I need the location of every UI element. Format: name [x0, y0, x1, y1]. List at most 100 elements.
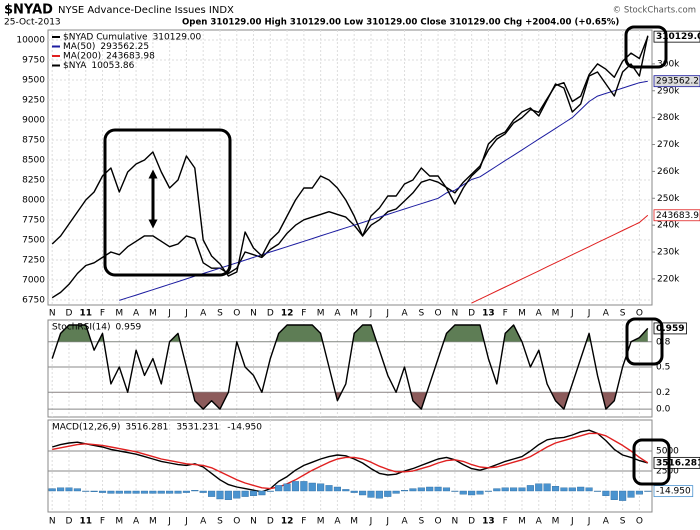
- x-tick-label: A: [603, 309, 610, 319]
- x-tick-label: F: [100, 517, 105, 527]
- end-label: 243683.9: [656, 211, 699, 221]
- legend-value: 243683.98: [106, 52, 155, 62]
- end-label: 3516.281: [656, 458, 700, 468]
- x-tick-label: F: [100, 309, 105, 319]
- y2-tick-label: 240k: [657, 221, 680, 231]
- histogram-bar: [216, 490, 224, 500]
- x-tick-label: D: [66, 309, 73, 319]
- series-line: [119, 80, 648, 301]
- end-label-box: [653, 30, 700, 43]
- x-tick-label: 13: [482, 309, 495, 319]
- histogram-bar: [350, 490, 358, 493]
- plot: N D 11 F M A M J J A S O N D 12 F M A M J J A S O N D 13 F M A M J J A S ON…: [16, 29, 700, 527]
- y-tick-label: 0.5: [656, 363, 670, 373]
- x-tick-label: J: [587, 517, 591, 527]
- histogram-bar: [602, 490, 610, 497]
- x-tick-label: A: [133, 517, 140, 527]
- end-label: 0.959: [656, 324, 684, 334]
- histogram-bar: [65, 487, 73, 492]
- histogram-bar: [644, 490, 652, 492]
- legend-value: 310129.00: [153, 33, 202, 43]
- quote: Open 310129.00 High 310129.00 Low 310129…: [182, 18, 619, 28]
- histogram-bar: [451, 490, 459, 492]
- x-tick-label: M: [350, 517, 358, 527]
- y-tick-label: 9750: [22, 56, 45, 66]
- histogram-bar: [459, 490, 467, 495]
- histogram-bar: [476, 490, 484, 495]
- x-tick-label: J: [369, 309, 373, 319]
- end-label-box: [653, 456, 700, 469]
- x-tick-label: M: [518, 517, 526, 527]
- x-tick-label: N: [250, 517, 257, 527]
- histogram-bar: [73, 488, 81, 492]
- histogram-bar: [359, 490, 367, 496]
- histogram-bar: [191, 490, 199, 492]
- histogram-bar: [417, 487, 425, 492]
- x-tick-label: J: [369, 517, 373, 527]
- histogram-bar: [48, 488, 56, 492]
- y-tick-label: 7000: [22, 276, 45, 286]
- histogram-bar: [98, 490, 107, 493]
- histogram-bar: [384, 490, 392, 497]
- x-tick-label: O: [435, 309, 442, 319]
- x-tick-label: S: [217, 517, 223, 527]
- histogram-bar: [57, 487, 65, 492]
- x-tick-label: F: [503, 309, 508, 319]
- x-tick-label: A: [603, 517, 610, 527]
- histogram-bar: [551, 486, 560, 492]
- y2-tick-label: 220k: [657, 274, 680, 284]
- series-line: [471, 214, 649, 304]
- y2-tick-label: 300k: [657, 59, 680, 69]
- x-tick-label: S: [418, 517, 424, 527]
- y2-tick-label: 230k: [657, 248, 680, 258]
- histogram-bar: [392, 490, 400, 494]
- y2-tick-label: 280k: [657, 113, 680, 123]
- histogram-bar: [333, 486, 341, 492]
- annotation-box: [632, 438, 671, 486]
- histogram-bar: [174, 490, 182, 494]
- x-tick-label: N: [49, 309, 56, 319]
- x-tick-label: M: [317, 309, 325, 319]
- histogram-bar: [249, 490, 258, 497]
- y2-tick-label: 260k: [657, 167, 680, 177]
- histogram-bar: [535, 483, 543, 492]
- histogram-bar: [266, 490, 274, 492]
- end-label-box: [653, 75, 700, 88]
- histogram-bar: [107, 490, 115, 494]
- histogram-bar: [82, 490, 90, 492]
- x-tick-label: 11: [79, 517, 92, 527]
- x-tick-label: 11: [79, 309, 92, 319]
- histogram-bar: [501, 487, 509, 492]
- x-tick-label: O: [233, 517, 240, 527]
- subtitle: NYSE Advance-Decline Issues INDX: [58, 5, 234, 16]
- histogram-bar: [140, 490, 149, 494]
- histogram-bar: [233, 490, 241, 499]
- x-tick-label: D: [267, 517, 274, 527]
- y2-tick-label: 290k: [657, 86, 680, 96]
- histogram-bar: [283, 483, 291, 492]
- histogram-bar: [518, 487, 526, 492]
- x-tick-label: A: [334, 309, 341, 319]
- x-tick-label: A: [536, 517, 543, 527]
- histogram-bar: [224, 490, 232, 501]
- x-tick-label: J: [167, 517, 171, 527]
- x-tick-label: M: [149, 309, 157, 319]
- y-tick-label: 7750: [22, 216, 45, 226]
- y-tick-label: 6750: [22, 296, 45, 306]
- x-tick-label: O: [233, 309, 240, 319]
- y-tick-label: 0.2: [656, 388, 670, 398]
- plot-area: [47, 29, 653, 306]
- date: 25-Oct-2013: [4, 18, 61, 28]
- x-tick-label: D: [468, 517, 475, 527]
- x-tick-label: J: [184, 517, 188, 527]
- histogram-bar: [468, 490, 476, 496]
- x-tick-label: M: [552, 517, 560, 527]
- x-tick-label: M: [115, 517, 123, 527]
- histogram-bar: [543, 483, 551, 492]
- x-tick-label: S: [217, 309, 223, 319]
- x-tick-label: A: [536, 309, 543, 319]
- histogram-bar: [484, 490, 492, 492]
- histogram-bar: [434, 486, 442, 492]
- histogram-bar: [510, 487, 518, 492]
- series-line: [51, 324, 649, 410]
